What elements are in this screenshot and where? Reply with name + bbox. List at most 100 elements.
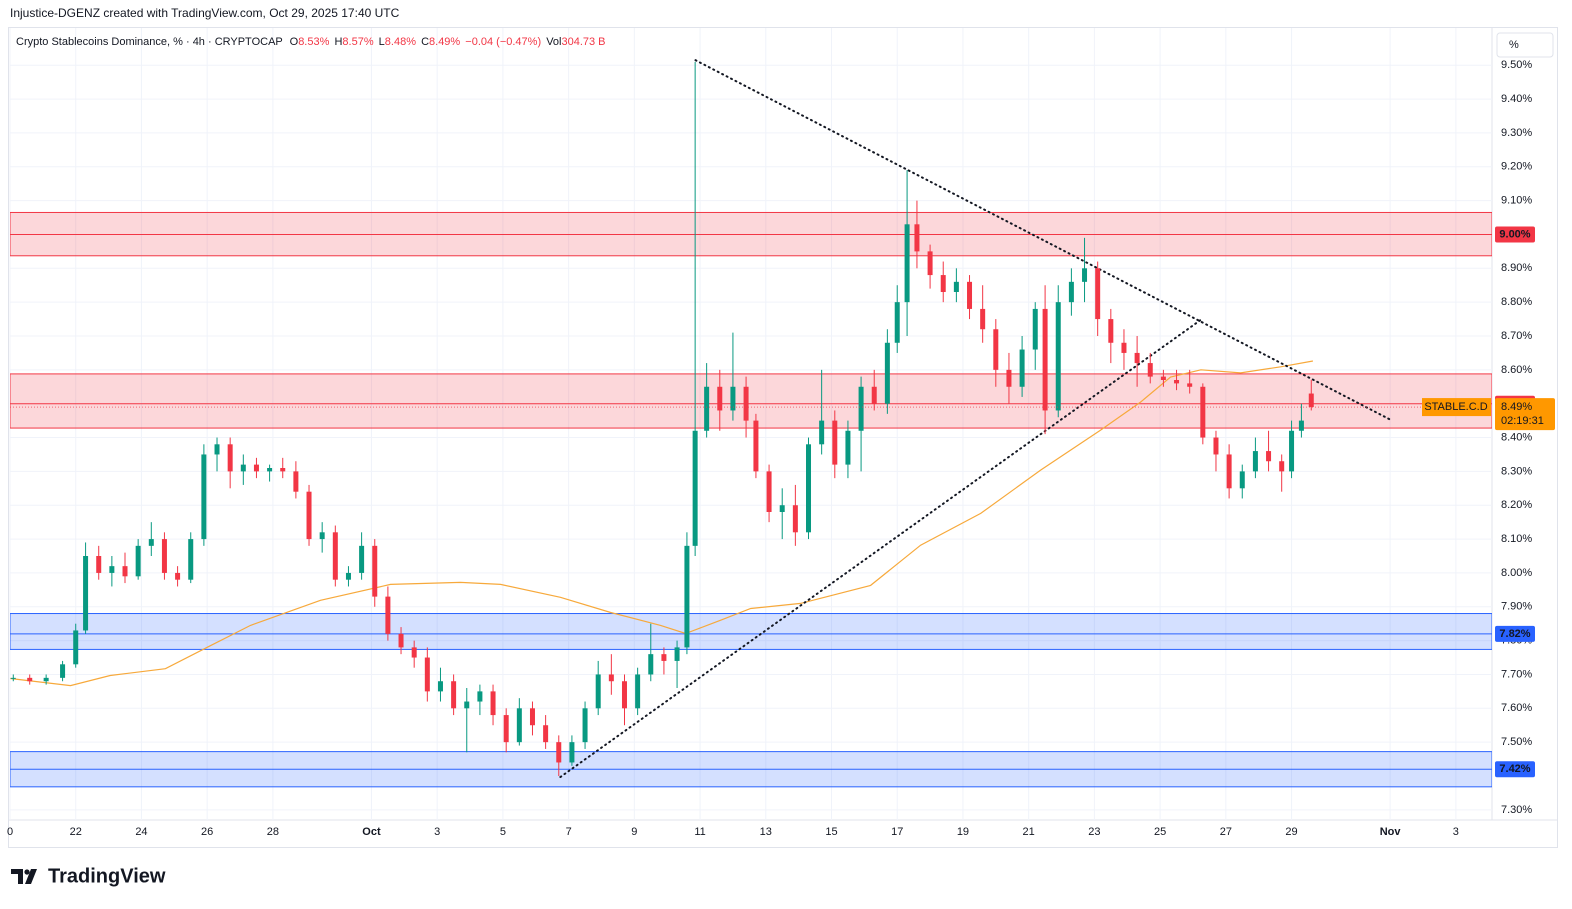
candle-body xyxy=(1006,369,1012,387)
legend-o: 8.53% xyxy=(298,36,329,48)
legend: Crypto Stablecoins Dominance, % · 4h · C… xyxy=(16,36,606,48)
candle-body xyxy=(1308,393,1314,408)
candle-body xyxy=(967,281,973,309)
candle-body xyxy=(372,545,378,597)
y-tick-label: 8.00% xyxy=(1501,567,1532,579)
candle-body xyxy=(201,454,207,540)
candle-body xyxy=(503,715,509,743)
x-tick-label: 28 xyxy=(267,826,279,838)
x-tick-label: 22 xyxy=(70,826,82,838)
candle-body xyxy=(871,386,877,404)
legend-vol-label: Vol xyxy=(546,36,561,48)
candle-body xyxy=(595,674,601,709)
zone-badge xyxy=(1495,761,1535,778)
candle-body xyxy=(884,342,890,404)
candle-body xyxy=(451,681,457,709)
candle-body xyxy=(753,420,759,472)
x-tick-label: 13 xyxy=(760,826,772,838)
candle-body xyxy=(717,386,723,411)
header: Injustice-DGENZ created with TradingView… xyxy=(10,6,400,20)
candle-body xyxy=(359,545,365,573)
candle-body xyxy=(743,386,749,421)
candle-body xyxy=(411,647,417,658)
x-tick-label: 3 xyxy=(1453,826,1459,838)
axes: 7.30%7.50%7.60%7.70%7.80%7.90%8.00%8.10%… xyxy=(7,59,1555,838)
y-tick-label: 8.80% xyxy=(1501,296,1532,308)
y-tick-label: 9.10% xyxy=(1501,195,1532,207)
candle-body xyxy=(148,539,154,546)
y-tick-label: 8.20% xyxy=(1501,499,1532,511)
candle-body xyxy=(253,464,259,472)
y-tick-label: 7.50% xyxy=(1501,736,1532,748)
zone xyxy=(10,613,1492,650)
candle-body xyxy=(914,224,920,252)
candle-body xyxy=(109,566,115,573)
candle-body xyxy=(1068,281,1074,303)
candle-body xyxy=(1226,454,1232,489)
candle-body xyxy=(10,677,16,679)
legend-c: 8.49% xyxy=(429,36,460,48)
candle-body xyxy=(1298,420,1304,431)
candle-body xyxy=(792,505,798,533)
candle-body xyxy=(319,532,325,540)
candle-body xyxy=(1095,268,1101,320)
candle-body xyxy=(980,308,986,330)
y-tick-label: 8.70% xyxy=(1501,330,1532,342)
trendline xyxy=(694,59,1392,421)
candle-body xyxy=(543,725,549,743)
zone-badge xyxy=(1495,625,1535,642)
candle-body xyxy=(293,471,299,492)
candle-body xyxy=(1213,437,1219,455)
candle-body xyxy=(704,386,710,431)
legend-h: 8.57% xyxy=(342,36,373,48)
x-tick-label: 15 xyxy=(825,826,837,838)
candle-body xyxy=(1239,471,1245,489)
candle-body xyxy=(1019,349,1025,387)
candle-body xyxy=(766,471,772,512)
legend-c-label: C xyxy=(421,36,429,48)
x-tick-label: 29 xyxy=(1285,826,1297,838)
candle-body xyxy=(43,677,49,682)
scale-mode-button[interactable] xyxy=(1496,32,1554,58)
candle-body xyxy=(1042,308,1048,411)
candle-body xyxy=(940,275,946,292)
zone-badge-label: 7.82% xyxy=(1499,628,1530,640)
x-tick-label: 25 xyxy=(1154,826,1166,838)
y-tick-label: 7.30% xyxy=(1501,804,1532,816)
candle-body xyxy=(927,251,933,276)
legend-title: Crypto Stablecoins Dominance, % · 4h · C… xyxy=(16,36,283,48)
logo-icon xyxy=(11,869,37,884)
zone xyxy=(10,373,1492,429)
candle-body xyxy=(1266,451,1272,462)
candle-body xyxy=(477,691,483,702)
candle-body xyxy=(1108,319,1114,343)
x-tick-label: 11 xyxy=(694,826,705,838)
x-tick-label: 17 xyxy=(891,826,903,838)
candle-body xyxy=(345,572,351,580)
legend-change: −0.04 (−0.47%) xyxy=(465,36,541,48)
candle-body xyxy=(904,224,910,303)
y-tick-label: 9.30% xyxy=(1501,127,1532,139)
x-tick-label: 27 xyxy=(1220,826,1232,838)
candle-body xyxy=(1289,430,1295,472)
brand: TradingView xyxy=(48,865,166,887)
candle-body xyxy=(1032,308,1038,350)
candle-body xyxy=(1147,363,1153,377)
y-tick-label: 8.60% xyxy=(1501,364,1532,376)
last-price-badge xyxy=(1495,398,1555,431)
candle-body xyxy=(845,430,851,465)
countdown: 02:19:31 xyxy=(1501,415,1544,427)
candle-body xyxy=(96,556,102,573)
candle-body xyxy=(621,681,627,709)
x-tick-label: 21 xyxy=(1023,826,1035,838)
trendline xyxy=(559,318,1202,778)
candle-body xyxy=(832,420,838,465)
x-tick-label: 9 xyxy=(631,826,637,838)
legend-o-label: O xyxy=(290,36,299,48)
scale-unit[interactable]: % xyxy=(1509,39,1519,51)
x-tick-label: 7 xyxy=(566,826,572,838)
x-tick-label: Nov xyxy=(1380,826,1402,838)
candle-body xyxy=(398,633,404,648)
